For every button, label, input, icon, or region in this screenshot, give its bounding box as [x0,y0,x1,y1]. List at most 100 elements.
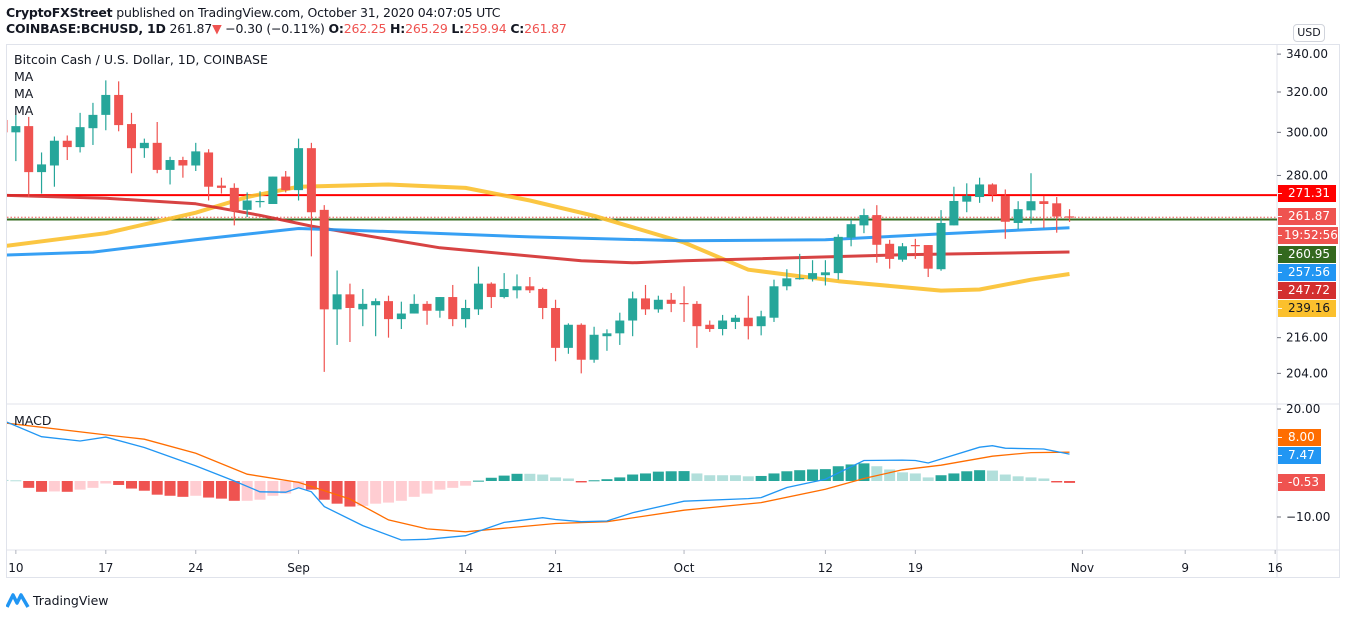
histogram-bar [627,474,639,481]
macd-axis-label: 20.00 [1286,402,1320,416]
candle [268,176,278,205]
candle [345,283,355,343]
candle [808,260,818,282]
candle [114,81,124,132]
indicator-ma-2[interactable]: MA [14,86,34,101]
price-axis-label: 340.00 [1286,47,1328,61]
candle [204,149,214,201]
histogram-bar [794,470,806,481]
candle-body [859,215,869,226]
histogram-bar [177,481,189,497]
ma-blue-line [7,226,1070,257]
candle-body [576,324,586,360]
candle [525,277,535,293]
candle [152,122,162,174]
price-axis-label: 216.00 [1286,331,1328,345]
candle-body [88,114,98,129]
candle [743,295,753,340]
ma-yellow-value-badge: 239.16 [1278,300,1336,317]
candle-body [538,288,548,308]
histogram-bar [113,481,125,485]
histogram-bar [640,473,651,481]
histogram-bar [472,480,484,482]
indicator-ma-3[interactable]: MA [14,103,34,118]
candle [705,320,715,332]
histogram-bar [1012,476,1024,481]
histogram-bar [781,471,793,481]
histogram-bar [383,481,394,503]
candle [127,112,136,174]
down-arrow-icon: ▼ [212,21,222,36]
candle-body [7,119,8,133]
histogram-bar [729,475,741,481]
histogram-bar [665,471,677,481]
symbol-label: COINBASE:BCHUSD, 1D [6,21,166,36]
histogram-bar [293,481,305,489]
candle [692,301,702,348]
histogram-bar [562,478,574,481]
candle-body [1026,201,1036,211]
last-price-badge: 261.87 [1278,208,1336,225]
histogram-bar [61,481,73,492]
candle-body [332,294,342,310]
candle-body [730,317,740,322]
histogram-bar [151,481,163,495]
histogram-bar [447,481,459,488]
chart-title: Bitcoin Cash / U.S. Dollar, 1D, COINBASE [14,52,268,67]
author-name[interactable]: CryptoFXStreet [6,5,113,20]
open-value: 262.25 [343,21,387,36]
time-axis-label: 16 [1268,561,1283,575]
histogram-bar [537,474,549,481]
candle [846,219,856,247]
ma-red-value-badge: 247.72 [1278,282,1336,299]
candle [987,183,997,202]
candle-body [808,273,818,279]
candle-body [37,164,47,173]
candle [1013,201,1023,230]
candle-body [563,324,573,348]
candle [75,112,85,153]
candle [756,310,766,336]
candle [422,301,432,325]
candle-body [114,94,124,126]
candle [538,287,548,320]
candle-body [769,286,779,318]
candle-body [756,316,766,327]
candle [435,297,445,318]
candle [7,119,8,133]
histogram-bar [922,477,934,481]
candle-body [898,246,907,260]
tradingview-brand: TradingView [33,592,109,608]
histogram-bar [986,470,998,481]
candle [563,323,573,354]
time-axis-label: 24 [188,561,203,575]
histogram-bar [614,477,626,481]
indicator-macd[interactable]: MACD [14,413,52,428]
histogram-bar [819,469,831,481]
currency-button[interactable]: USD [1293,24,1325,42]
candle [294,138,304,201]
last-price: 261.87 [169,21,213,36]
candle [551,299,561,362]
candle-body [1052,203,1062,217]
candle-body [191,151,201,166]
candle [1026,173,1036,224]
histogram-bar [1025,477,1037,481]
histogram-bar [678,471,690,481]
candle [782,269,792,291]
histogram-bar [203,481,215,498]
candle-body [679,303,689,305]
candle [718,314,728,336]
indicator-ma-1[interactable]: MA [14,69,34,84]
tradingview-logo[interactable]: TradingView [6,591,109,609]
candle-body [358,303,368,310]
histogram-bar [498,475,510,481]
time-axis-label: Oct [674,561,695,575]
candle-body [743,317,753,327]
candle-body [24,126,34,173]
candle [615,312,625,345]
histogram-bar [897,472,908,481]
candle-body [499,288,509,298]
candle [898,243,907,262]
